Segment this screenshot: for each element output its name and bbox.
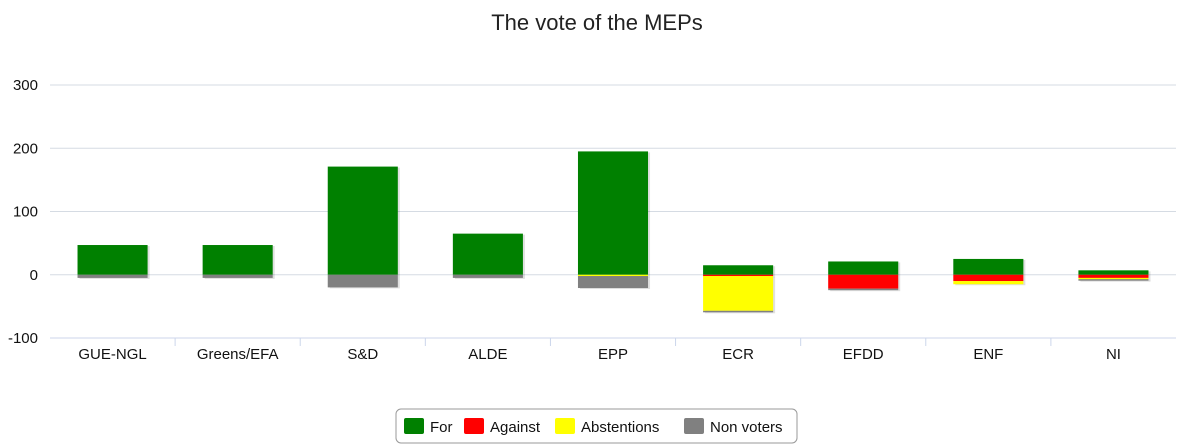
y-axis-ticks: 300 200 100 0 -100 [8,77,38,347]
x-category-label: ALDE [468,346,507,363]
bar-shadow [1080,280,1151,282]
x-category-label: ECR [722,346,754,363]
bar-segment-for[interactable] [953,258,1024,275]
bar-segment-non-voters[interactable] [202,274,273,278]
bar-segment-for[interactable] [577,151,649,275]
legend-box [395,408,798,444]
y-tick-label: 200 [13,140,38,157]
bar-segment-non-voters[interactable] [77,274,148,278]
bar-segment-abstentions[interactable] [703,276,774,311]
bar-segment-against[interactable] [953,274,1024,282]
y-tick-label: 0 [30,267,38,284]
bar-segment-against[interactable] [1078,274,1149,278]
x-category-label: GUE-NGL [78,346,146,363]
x-axis: GUE-NGL Greens/EFA S&D ALDE EPP ECR EFDD ENF NI [50,337,1176,363]
chart-title: The vote of the MEPs [491,10,703,35]
bar-segment-against[interactable] [828,274,899,289]
y-tick-label: 300 [13,77,38,94]
bar-segment-for[interactable] [828,261,899,275]
bar-segment-non-voters[interactable] [1078,279,1149,281]
bar-segment-non-voters[interactable] [828,288,899,291]
bar-shadow [705,311,776,314]
x-category-label: EPP [598,346,628,363]
bar-segment-for[interactable] [77,245,148,275]
bar-segment-for[interactable] [327,166,398,275]
bar-segment-for[interactable] [452,233,523,275]
bar-segment-abstentions[interactable] [953,281,1024,285]
legend-label[interactable]: Against [490,419,541,436]
x-category-label: Greens/EFA [197,346,279,363]
y-tick-label: -100 [8,330,38,347]
legend-label[interactable]: Abstentions [581,419,659,436]
bar-segment-non-voters[interactable] [577,276,649,289]
legend-label[interactable]: For [430,419,453,436]
legend-label[interactable]: Non voters [710,419,783,436]
bar-segment-non-voters[interactable] [452,274,523,278]
bars [77,151,1151,314]
legend-swatch[interactable] [404,418,424,434]
bar-segment-non-voters[interactable] [327,274,398,288]
bar-segment-non-voters[interactable] [703,310,774,313]
x-category-label: NI [1106,346,1121,363]
bar-shadow [830,289,901,292]
x-category-label: ENF [973,346,1003,363]
legend-swatch[interactable] [464,418,484,434]
legend[interactable]: For Against Abstentions Non voters [395,408,798,444]
x-category-label: EFDD [843,346,884,363]
legend-swatch[interactable] [555,418,575,434]
bar-segment-for[interactable] [202,245,273,275]
x-category-label: S&D [347,346,378,363]
bar-segment-abstentions[interactable] [577,274,649,277]
legend-swatch[interactable] [684,418,704,434]
bar-segment-abstentions[interactable] [1078,277,1149,280]
y-tick-label: 100 [13,204,38,221]
bar-segment-against[interactable] [703,274,774,277]
bar-segment-for[interactable] [703,265,774,275]
bar-segment-for[interactable] [1078,270,1149,275]
